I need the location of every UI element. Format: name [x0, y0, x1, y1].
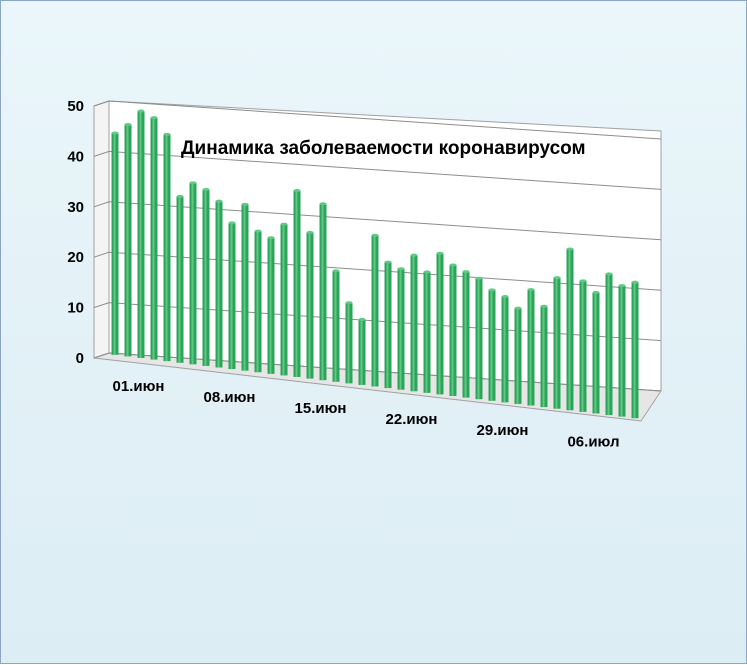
y-tick-label: 0 [76, 350, 84, 367]
y-tick-label: 20 [67, 249, 84, 266]
bar [553, 276, 561, 409]
y-tick-label: 30 [67, 199, 84, 216]
bar [189, 181, 197, 365]
chart-title: Динамика заболеваемости коронавирусом [181, 138, 586, 159]
bar [241, 202, 249, 371]
bar [488, 288, 496, 401]
bar [605, 272, 613, 416]
bar [410, 253, 418, 392]
bar [345, 301, 353, 384]
gridline [93, 150, 662, 190]
bar [592, 290, 600, 414]
bar [514, 306, 522, 404]
y-tick-label: 40 [67, 148, 84, 165]
bar [228, 221, 236, 370]
bar [566, 247, 574, 411]
bar [202, 187, 210, 366]
y-tick-label: 50 [67, 98, 84, 115]
bar [267, 236, 275, 374]
bar [501, 295, 509, 403]
bar [618, 284, 626, 417]
bar [150, 116, 158, 360]
x-tick-label: 29.июн [477, 422, 529, 439]
bar [579, 279, 587, 412]
bar [163, 132, 171, 362]
bar [124, 123, 132, 357]
bar [332, 269, 340, 382]
x-tick-label: 06.июл [567, 433, 619, 450]
bar [254, 229, 262, 373]
x-tick-label: 22.июн [386, 411, 438, 428]
x-tick-label: 01.июн [113, 378, 165, 395]
bar [358, 317, 366, 385]
bar [397, 267, 405, 390]
bar [215, 199, 223, 368]
bars [111, 109, 639, 419]
bar [436, 251, 444, 395]
chart-side-wall [93, 100, 110, 359]
bar [293, 189, 301, 377]
y-tick-label: 10 [67, 300, 84, 317]
bar [280, 222, 288, 376]
y-axis: 0 10 20 30 40 50 [67, 98, 84, 367]
gridline [93, 100, 662, 140]
bar [631, 280, 639, 419]
bar [462, 270, 470, 398]
bar [384, 260, 392, 389]
x-axis: 01.июн 08.июн 15.июн 22.июн 29.июн 06.июл [113, 378, 620, 450]
bar [319, 202, 327, 381]
bar [371, 233, 379, 387]
bar [540, 304, 548, 408]
bar [527, 288, 535, 406]
bar [306, 230, 314, 379]
bar [423, 270, 431, 393]
x-tick-label: 08.июн [204, 389, 256, 406]
bar [449, 263, 457, 397]
gridline [93, 201, 662, 241]
bar [176, 194, 184, 363]
x-tick-label: 15.июн [295, 400, 347, 417]
bar [475, 276, 483, 400]
bar [137, 109, 145, 358]
bar [111, 131, 119, 355]
